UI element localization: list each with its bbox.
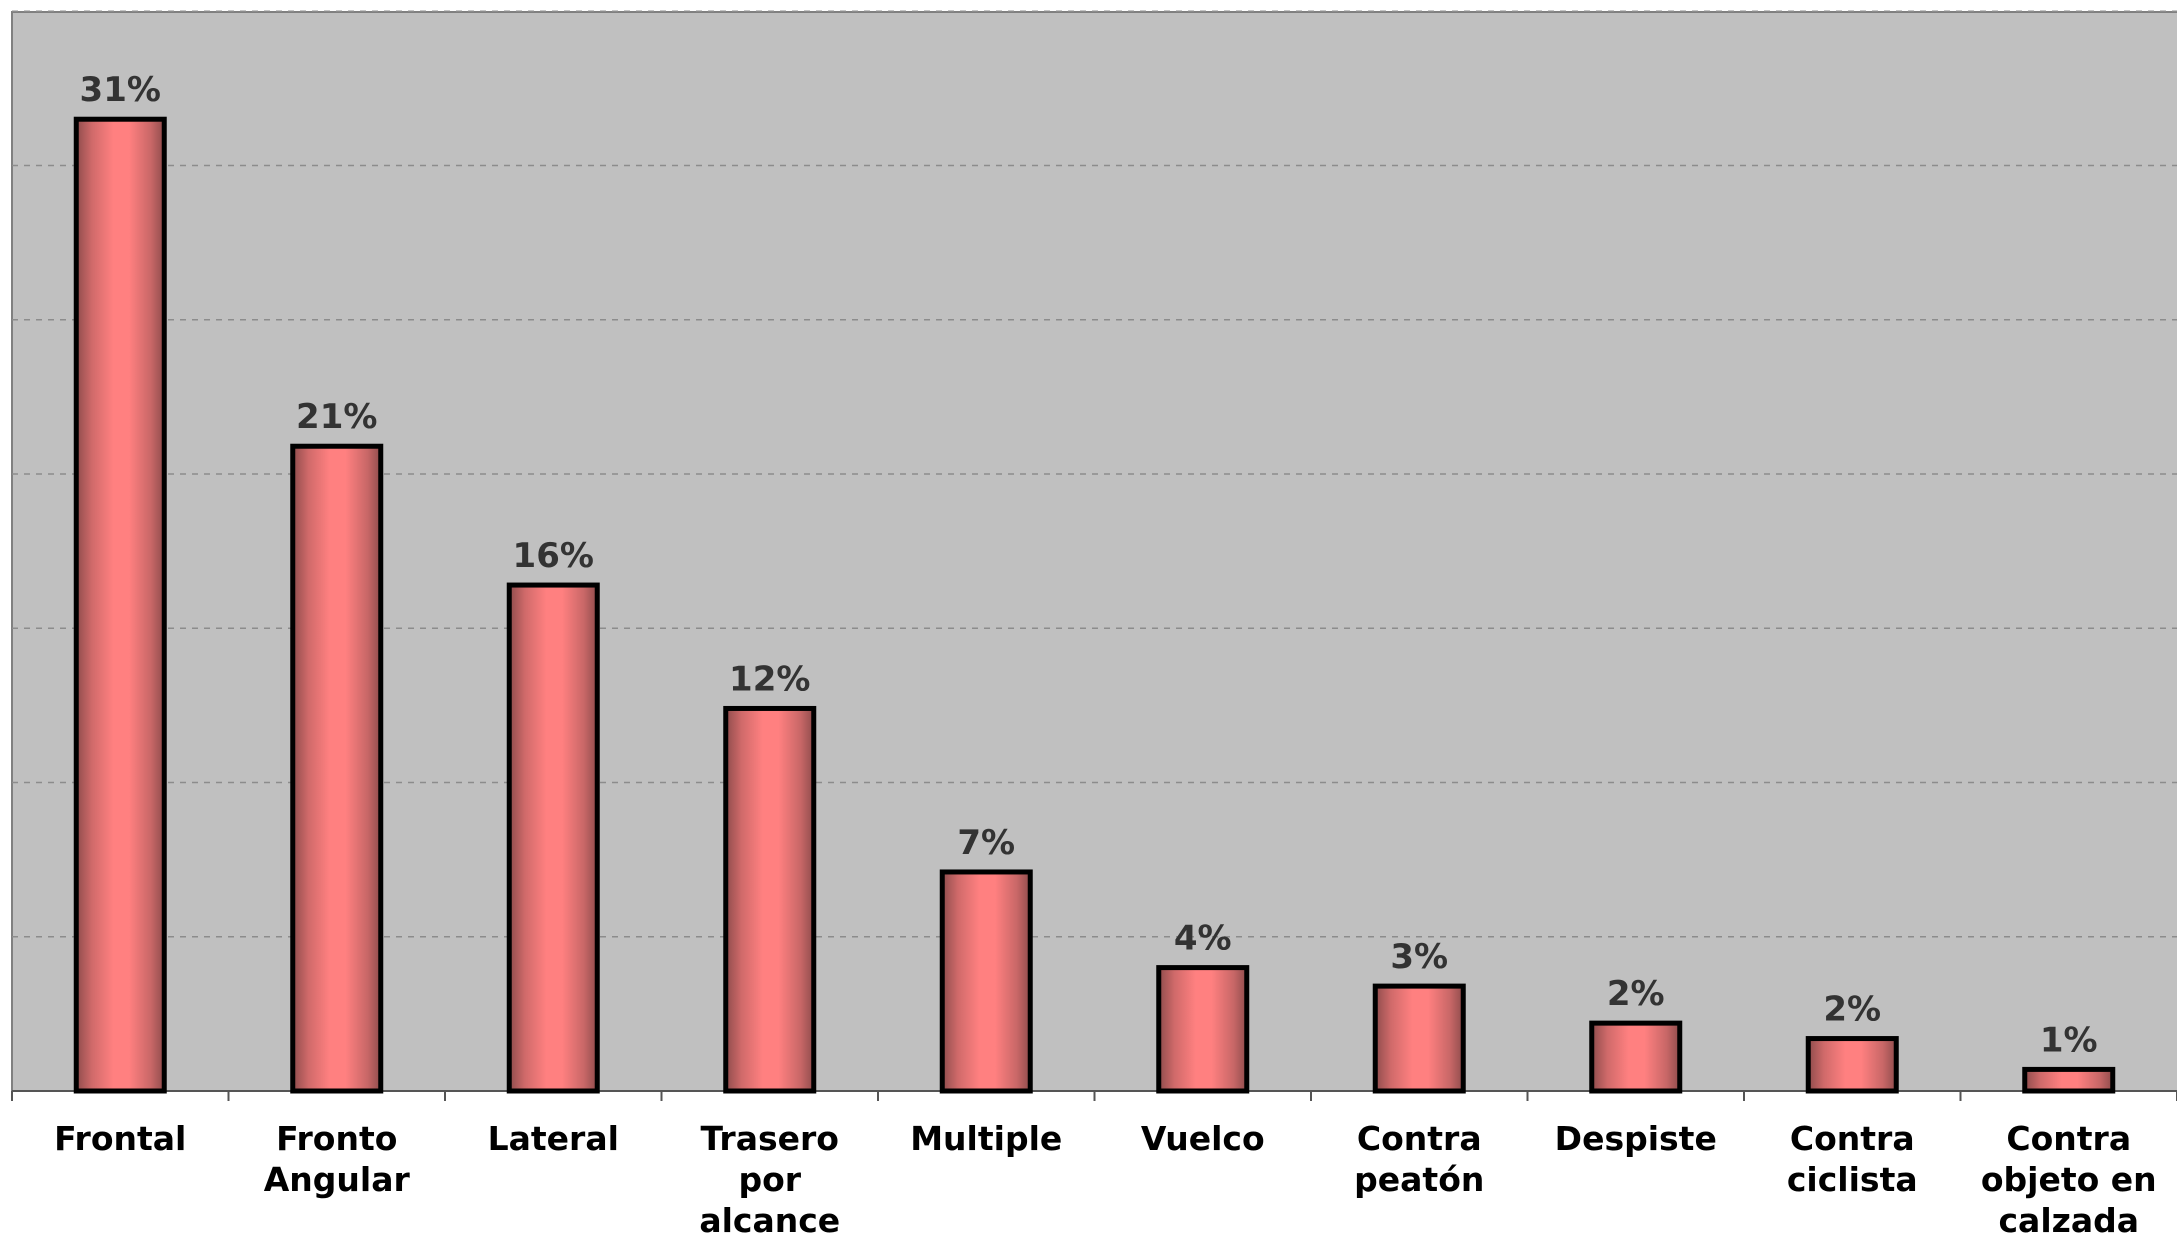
bars (73, 116, 2116, 1094)
category-label-8-line-1: ciclista (1787, 1160, 1918, 1199)
category-label-9-line-2: calzada (1998, 1201, 2139, 1236)
category-label-6: Contra peatón (1354, 1119, 1484, 1199)
category-label-0: Frontal (54, 1119, 186, 1158)
category-label-3-line-1: por (738, 1160, 801, 1199)
category-label-1-line-0: Fronto (276, 1119, 397, 1158)
category-label-3-line-0: Trasero (701, 1119, 839, 1158)
bar-5 (1156, 965, 1250, 1094)
category-label-6-line-1: peatón (1354, 1160, 1484, 1199)
bar-3 (723, 705, 817, 1094)
category-label-4: Multiple (910, 1119, 1062, 1158)
category-label-9-line-0: Contra (2006, 1119, 2131, 1158)
category-label-6-line-0: Contra (1357, 1119, 1482, 1158)
bar-7 (1589, 1020, 1683, 1094)
bar-2 (506, 582, 600, 1094)
category-label-5-line-0: Vuelco (1141, 1119, 1265, 1158)
category-label-3: Trasero por alcance (699, 1119, 840, 1236)
bar-4 (939, 869, 1033, 1094)
category-label-9-line-1: objeto en (1981, 1160, 2157, 1199)
data-label-6: 3% (1390, 937, 1448, 977)
data-label-7: 2% (1607, 974, 1665, 1014)
category-label-9: Contra objeto en calzada (1981, 1119, 2157, 1236)
data-label-0: 31% (80, 70, 161, 110)
category-label-0-line-0: Frontal (54, 1119, 186, 1158)
category-label-2: Lateral (488, 1119, 619, 1158)
data-label-3: 12% (729, 659, 810, 699)
data-label-2: 16% (513, 536, 594, 576)
bar-0 (73, 116, 167, 1094)
category-label-7-line-0: Despiste (1555, 1119, 1717, 1158)
bar-6 (1372, 983, 1466, 1094)
bar-9 (2022, 1066, 2116, 1094)
bar-1 (290, 443, 384, 1094)
category-label-3-line-2: alcance (699, 1201, 840, 1236)
category-labels: Frontal Fronto Angular Lateral Trasero por alc… (54, 1119, 2157, 1236)
x-axis-ticks (11, 1091, 2177, 1101)
category-label-5: Vuelco (1141, 1119, 1265, 1158)
category-label-2-line-0: Lateral (488, 1119, 619, 1158)
data-label-1: 21% (296, 397, 377, 437)
bar-8 (1805, 1036, 1899, 1094)
category-label-7: Despiste (1555, 1119, 1717, 1158)
category-label-1: Fronto Angular (264, 1119, 411, 1199)
data-label-5: 4% (1174, 919, 1232, 959)
data-label-9: 1% (2040, 1020, 2098, 1060)
category-label-8-line-0: Contra (1790, 1119, 1915, 1158)
data-label-8: 2% (1823, 990, 1881, 1030)
data-labels: 31% 21% 16% 12% 7% 4% 3% 2% 2% 1% (80, 70, 2098, 1060)
category-label-4-line-0: Multiple (910, 1119, 1062, 1158)
category-label-1-line-1: Angular (264, 1160, 411, 1199)
data-label-4: 7% (957, 823, 1015, 863)
category-label-8: Contra ciclista (1787, 1119, 1918, 1199)
